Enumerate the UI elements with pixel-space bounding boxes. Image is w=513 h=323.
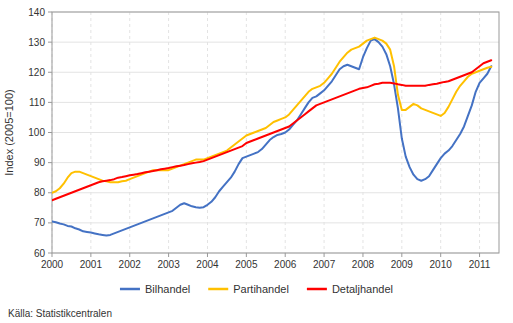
legend-label: Partihandel [233, 283, 289, 295]
chart: 60 70 80 90 100 110 120 130 140 2000 2001 2002 2003 2… [0, 0, 513, 323]
x-tick [207, 253, 208, 257]
y-tick [48, 72, 52, 73]
x-tick-label: 2003 [157, 259, 180, 270]
x-grid-line [246, 12, 247, 253]
legend-item: Bilhandel [120, 283, 190, 295]
y-tick [48, 222, 52, 223]
y-tick-label: 140 [28, 7, 45, 18]
y-tick [48, 253, 52, 254]
x-tick [324, 253, 325, 257]
x-grid-line [207, 12, 208, 253]
y-tick-label: 70 [34, 217, 46, 228]
y-grid-line [52, 72, 499, 73]
series-line [52, 39, 491, 235]
legend-item: Partihandel [208, 283, 289, 295]
x-grid-line [479, 12, 480, 253]
legend-swatch [208, 288, 228, 291]
axes: 60 70 80 90 100 110 120 130 140 2000 2001 2002 2003 2… [28, 7, 490, 271]
y-tick-label: 90 [34, 157, 46, 168]
x-grid-line [362, 12, 363, 253]
y-grid-line [52, 192, 499, 193]
y-grid-line [52, 102, 499, 103]
x-tick [479, 253, 480, 257]
series-line [52, 38, 491, 193]
y-tick-label: 110 [29, 97, 45, 108]
legend-item: Detaljhandel [307, 283, 393, 295]
x-tick [285, 253, 286, 257]
source-note: Källa: Statistikcentralen [8, 308, 112, 319]
x-tick-label: 2009 [391, 259, 414, 270]
y-tick-label: 80 [34, 187, 46, 198]
y-tick [48, 42, 52, 43]
y-grid-line [52, 162, 499, 163]
x-tick [168, 253, 169, 257]
legend-swatch [120, 288, 140, 291]
y-tick [48, 192, 52, 193]
y-tick-label: 100 [28, 127, 45, 138]
x-tick-label: 2004 [196, 259, 219, 270]
x-tick [362, 253, 363, 257]
x-grid-line [324, 12, 325, 253]
y-tick [48, 162, 52, 163]
x-tick-label: 2006 [274, 259, 297, 270]
x-tick [129, 253, 130, 257]
y-tick-label: 130 [28, 37, 45, 48]
x-tick [90, 253, 91, 257]
x-tick [440, 253, 441, 257]
x-grid-line [129, 12, 130, 253]
legend: Bilhandel Partihandel Detaljhandel [120, 283, 393, 295]
x-tick-label: 2011 [469, 259, 491, 270]
y-axis-label: Index (2005=100) [3, 89, 15, 176]
x-grid-line [168, 12, 169, 253]
x-tick-label: 2008 [352, 259, 375, 270]
x-tick [246, 253, 247, 257]
x-tick-label: 2010 [430, 259, 453, 270]
x-tick [52, 253, 53, 257]
y-grid-line [52, 222, 499, 223]
legend-label: Bilhandel [145, 283, 190, 295]
legend-label: Detaljhandel [332, 283, 393, 295]
y-tick [48, 102, 52, 103]
x-tick-label: 2000 [41, 259, 64, 270]
series-lines [52, 38, 491, 236]
x-grid-line [440, 12, 441, 253]
x-grid-line [90, 12, 91, 253]
series-line [52, 60, 491, 200]
y-grid-line [52, 42, 499, 43]
y-tick [48, 12, 52, 13]
y-tick [48, 132, 52, 133]
grid [52, 12, 499, 253]
y-tick-label: 60 [34, 248, 46, 259]
x-tick-label: 2002 [119, 259, 142, 270]
x-tick-label: 2005 [235, 259, 258, 270]
x-tick [401, 253, 402, 257]
x-tick-label: 2001 [80, 259, 103, 270]
legend-swatch [307, 288, 327, 291]
plot-frame [52, 12, 499, 253]
y-tick-label: 120 [28, 67, 45, 78]
x-tick-label: 2007 [313, 259, 336, 270]
